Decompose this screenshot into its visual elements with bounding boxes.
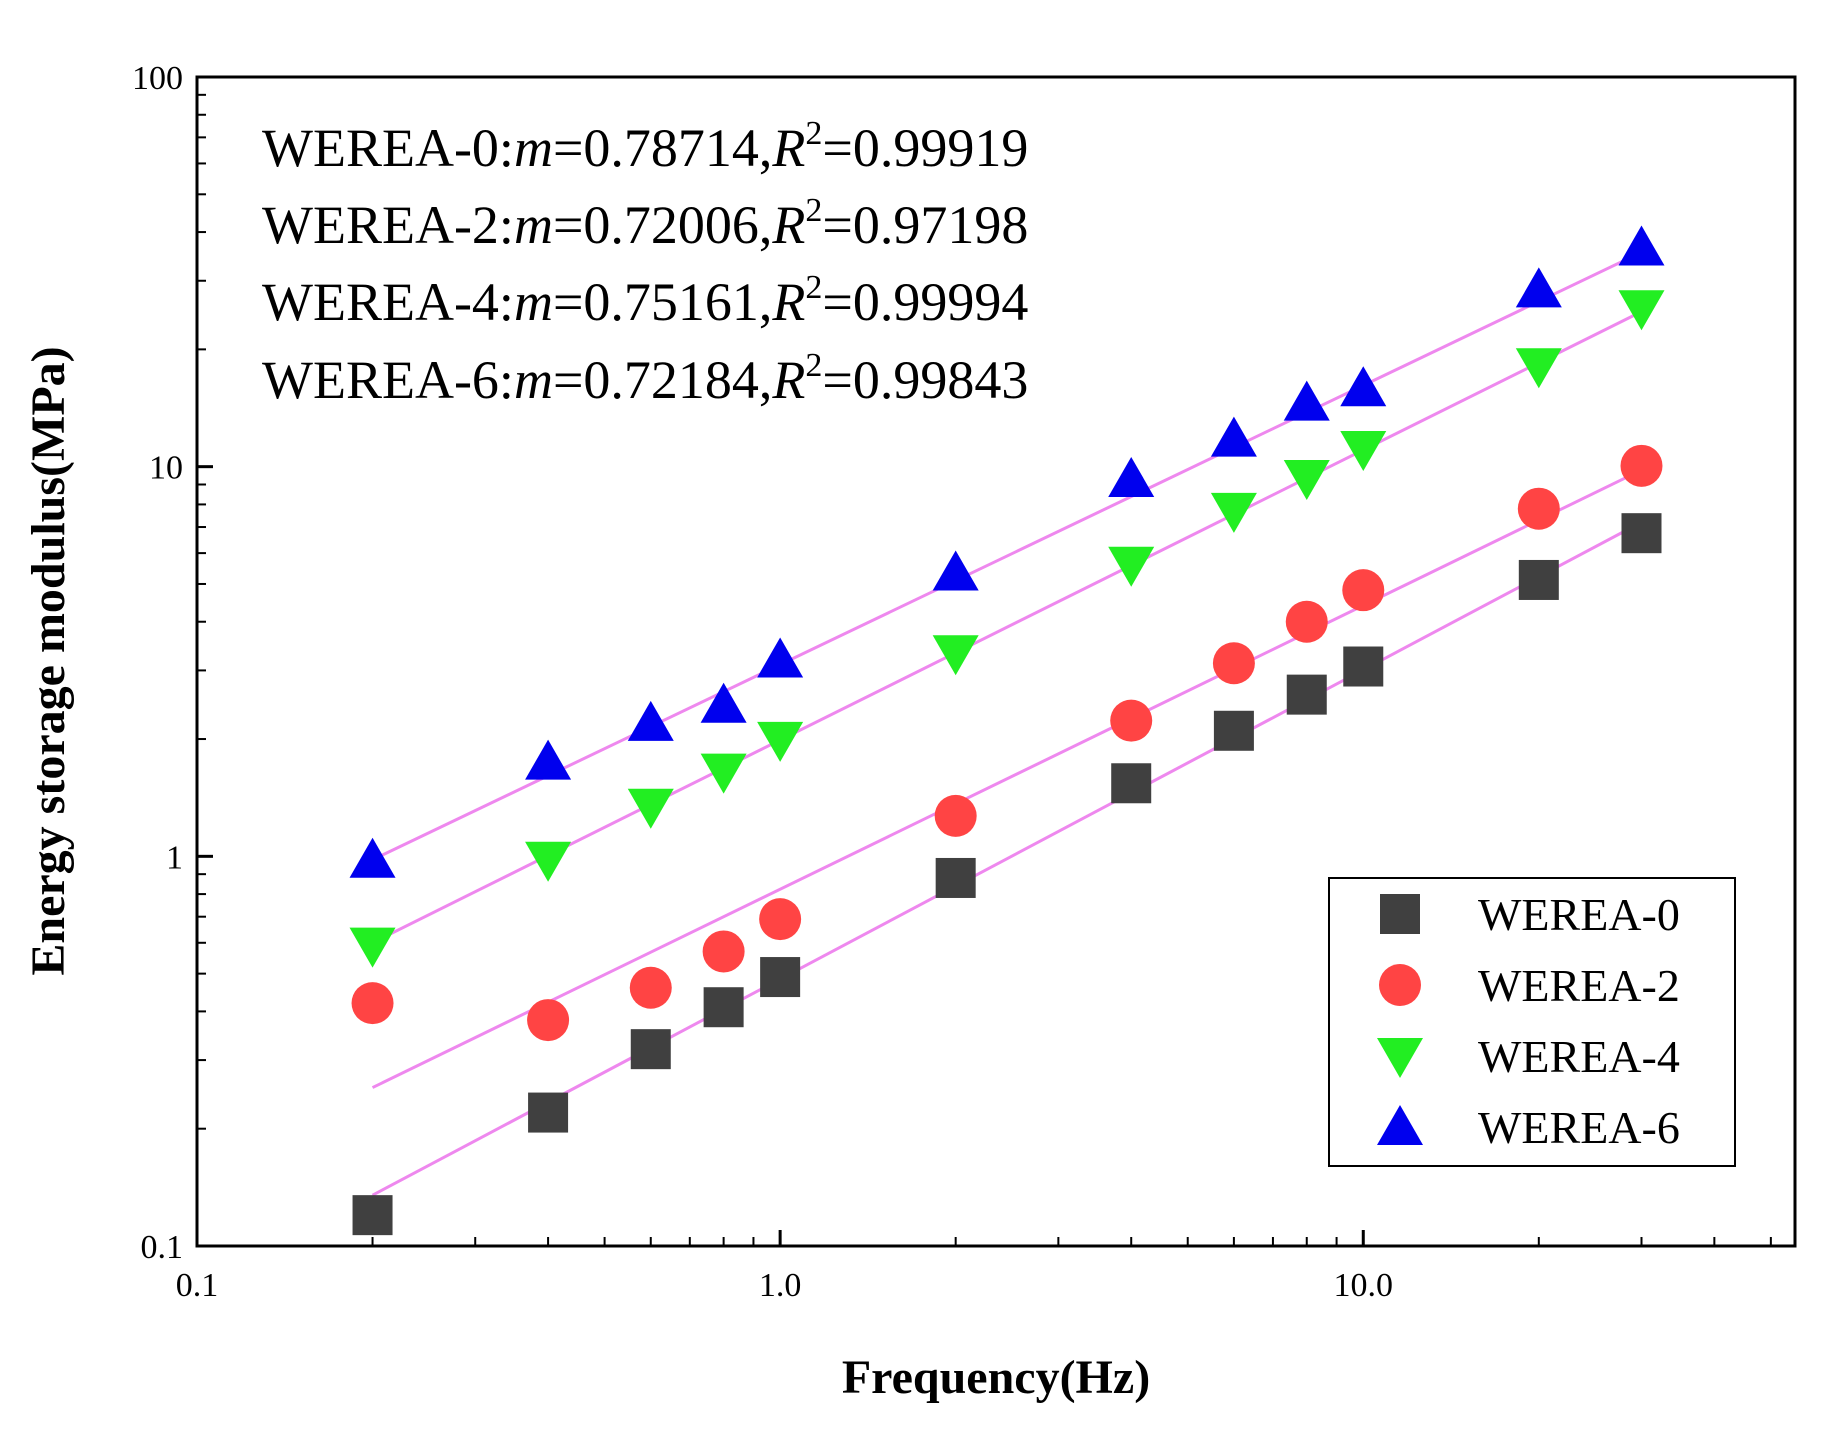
- data-point-werea-0: [1518, 559, 1559, 600]
- data-point-werea-4: [349, 927, 396, 968]
- series-werea-2: [351, 444, 1663, 1042]
- data-point-werea-4: [932, 635, 979, 676]
- legend-marker-werea-4: [1377, 1038, 1423, 1078]
- data-point-werea-6: [700, 682, 747, 723]
- data-point-werea-0: [703, 987, 744, 1028]
- data-point-werea-2: [1285, 600, 1328, 643]
- data-point-werea-2: [1620, 444, 1663, 487]
- data-point-werea-2: [1342, 569, 1385, 612]
- data-point-werea-0: [630, 1029, 671, 1070]
- data-point-werea-0: [352, 1195, 393, 1236]
- data-point-werea-4: [700, 753, 747, 794]
- series-werea-4: [349, 290, 1665, 968]
- data-point-werea-2: [1212, 642, 1255, 685]
- legend: WEREA-0 WEREA-2 WEREA-4 WEREA-6: [1328, 877, 1736, 1167]
- data-point-werea-2: [629, 966, 672, 1009]
- data-point-werea-4: [1108, 546, 1155, 587]
- series-werea-0: [352, 513, 1662, 1236]
- x-tick-label: 10.0: [1334, 1267, 1394, 1304]
- data-point-werea-0: [1213, 710, 1254, 751]
- data-markers: [349, 225, 1665, 1236]
- legend-entry-werea-0: WEREA-0: [1380, 889, 1680, 940]
- legend-marker-werea-0: [1380, 894, 1420, 934]
- data-point-werea-6: [1210, 416, 1257, 457]
- data-point-werea-2: [1110, 699, 1153, 742]
- x-axis-title: Frequency(Hz): [842, 1351, 1150, 1404]
- data-point-werea-6: [1618, 225, 1665, 266]
- series-werea-6: [349, 225, 1665, 878]
- legend-label-werea-2: WEREA-2: [1478, 960, 1680, 1011]
- data-point-werea-0: [1111, 763, 1152, 804]
- fit-annotations: WEREA-0:m=0.78714,R2=0.99919 WEREA-2:m=0.…: [262, 115, 1028, 410]
- fit-annotation-werea-6: WEREA-6:m=0.72184,R2=0.99843: [262, 347, 1028, 410]
- fit-annotation-werea-0: WEREA-0:m=0.78714,R2=0.99919: [262, 115, 1028, 178]
- fit-line-werea-6: [371, 250, 1643, 862]
- data-point-werea-0: [935, 857, 976, 898]
- y-axis-title: Energy storage modulus(MPa): [22, 346, 75, 975]
- x-tick-label: 1.0: [759, 1267, 802, 1304]
- x-axis: 0.1 1.0 10.0: [176, 1230, 1772, 1304]
- y-tick-label: 10: [149, 450, 183, 487]
- fit-line-werea-0: [371, 520, 1643, 1197]
- data-point-werea-0: [1343, 646, 1384, 687]
- fit-annotation-werea-2: WEREA-2:m=0.72006,R2=0.97198: [262, 192, 1028, 255]
- data-point-werea-4: [1283, 460, 1330, 501]
- x-tick-label: 0.1: [176, 1267, 219, 1304]
- data-point-werea-4: [525, 841, 572, 882]
- plot-frame: [195, 75, 1797, 1248]
- data-point-werea-2: [759, 898, 802, 941]
- fit-line-werea-2: [371, 468, 1643, 1089]
- fit-lines: [371, 250, 1643, 1197]
- legend-entry-werea-6: WEREA-6: [1377, 1102, 1680, 1153]
- data-point-werea-6: [525, 739, 572, 780]
- data-point-werea-6: [349, 837, 396, 878]
- data-point-werea-6: [627, 700, 674, 741]
- y-tick-label: 100: [132, 60, 183, 97]
- data-point-werea-6: [932, 550, 979, 591]
- data-point-werea-0: [528, 1092, 569, 1133]
- fit-annotation-werea-4: WEREA-4:m=0.75161,R2=0.99994: [262, 269, 1028, 332]
- data-point-werea-2: [1517, 487, 1560, 530]
- y-tick-label: 1: [166, 839, 183, 876]
- data-point-werea-4: [1515, 348, 1562, 389]
- data-point-werea-4: [627, 788, 674, 829]
- data-point-werea-6: [1340, 366, 1387, 407]
- legend-marker-werea-2: [1379, 964, 1421, 1006]
- legend-label-werea-6: WEREA-6: [1478, 1102, 1680, 1153]
- data-point-werea-6: [1108, 456, 1155, 497]
- data-point-werea-2: [934, 794, 977, 837]
- data-point-werea-0: [1286, 674, 1327, 715]
- data-point-werea-0: [760, 957, 801, 998]
- data-point-werea-4: [1340, 431, 1387, 472]
- data-point-werea-4: [757, 721, 804, 762]
- data-point-werea-6: [757, 637, 804, 678]
- data-point-werea-2: [527, 999, 570, 1042]
- legend-label-werea-4: WEREA-4: [1478, 1031, 1680, 1082]
- data-point-werea-2: [702, 930, 745, 973]
- legend-marker-werea-6: [1377, 1105, 1423, 1145]
- legend-entry-werea-2: WEREA-2: [1379, 960, 1680, 1011]
- data-point-werea-6: [1283, 380, 1330, 421]
- fit-line-werea-4: [371, 310, 1643, 945]
- legend-entry-werea-4: WEREA-4: [1377, 1031, 1680, 1082]
- data-point-werea-4: [1618, 290, 1665, 331]
- legend-label-werea-0: WEREA-0: [1478, 889, 1680, 940]
- data-point-werea-4: [1210, 492, 1257, 533]
- data-point-werea-6: [1515, 267, 1562, 308]
- data-point-werea-0: [1621, 513, 1662, 554]
- data-point-werea-2: [351, 982, 394, 1025]
- y-tick-label: 0.1: [141, 1229, 184, 1266]
